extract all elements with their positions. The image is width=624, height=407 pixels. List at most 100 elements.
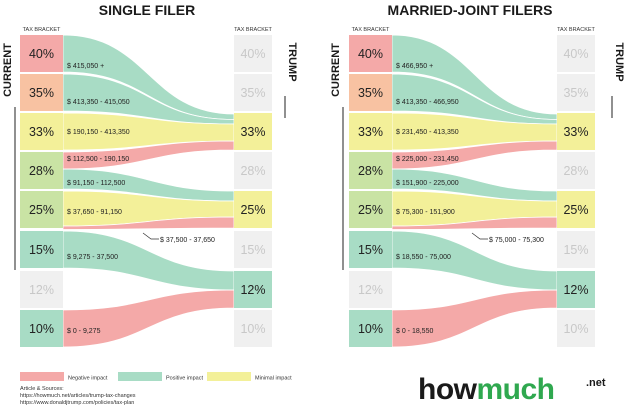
flow-label: $ 151,900 - 225,000: [396, 180, 459, 187]
trump-bracket-box: [234, 35, 272, 72]
current-bracket-label: 15%: [358, 243, 383, 257]
legend-swatch-minimal: [207, 372, 251, 381]
current-bracket-box: [20, 74, 63, 111]
current-bracket-label: 28%: [358, 164, 383, 178]
trump-axis-label: TRUMP: [613, 42, 624, 81]
current-bracket-label: 12%: [29, 283, 54, 297]
flow-label: $ 112,500 - 190,150: [67, 156, 129, 163]
current-bracket-box: [349, 35, 392, 72]
trump-bracket-label: 10%: [240, 322, 265, 336]
trump-bracket-label: 25%: [240, 203, 265, 217]
current-bracket-box: [349, 191, 392, 228]
current-bracket-label: 25%: [358, 203, 383, 217]
flow-label: $ 18,550 - 75,000: [396, 254, 451, 261]
current-bracket-box: [20, 191, 63, 228]
trump-bracket-box: [234, 191, 272, 228]
current-bracket-label: 12%: [358, 283, 383, 297]
trump-bracket-box: [557, 113, 595, 150]
trump-bracket-box: [557, 35, 595, 72]
current-bracket-label: 40%: [358, 47, 383, 61]
trump-bracket-label: 33%: [240, 125, 265, 139]
legend-label: Minimal impact: [255, 376, 292, 382]
trump-bracket-label: 35%: [240, 86, 265, 100]
trump-bracket-box: [234, 113, 272, 150]
current-bracket-box: [20, 35, 63, 72]
source-link: https://www.donaldjtrump.com/policies/ta…: [20, 400, 134, 406]
logo-net: .net: [586, 377, 606, 389]
trump-bracket-box: [234, 152, 272, 189]
trump-bracket-box: [557, 310, 595, 347]
trump-bracket-label: 15%: [563, 243, 588, 257]
sources-heading: Article & Sources:: [20, 386, 64, 392]
flow-band-negative: [391, 289, 558, 348]
legend-label: Positive impact: [166, 376, 203, 382]
logo-how: how: [418, 373, 478, 406]
trump-bracket-label: 28%: [563, 164, 588, 178]
panel-title: SINGLE FILER: [99, 2, 195, 18]
flow-label-callout: $ 75,000 - 75,300: [489, 237, 544, 244]
logo-much: much: [477, 373, 555, 406]
tax-bracket-header-trump: TAX BRACKET: [234, 27, 272, 33]
trump-bracket-label: 12%: [563, 283, 588, 297]
current-bracket-box: [20, 113, 63, 150]
legend-swatch-positive: [118, 372, 162, 381]
flow-label: $ 466,950 +: [396, 63, 433, 70]
flow-band-negative: [62, 289, 235, 348]
flow-label: $ 75,300 - 151,900: [396, 209, 455, 216]
flow-label: $ 91,150 - 112,500: [67, 180, 125, 187]
current-bracket-box: [20, 231, 63, 268]
current-bracket-label: 35%: [358, 86, 383, 100]
trump-bracket-box: [557, 152, 595, 189]
callout-leader-line: [142, 232, 159, 240]
current-axis-label: CURRENT: [2, 43, 14, 97]
trump-bracket-box: [234, 271, 272, 308]
current-bracket-box: [349, 231, 392, 268]
flow-label: $ 9,275 - 37,500: [67, 254, 118, 261]
current-bracket-box: [20, 310, 63, 347]
current-bracket-box: [349, 113, 392, 150]
tax-bracket-header-current: TAX BRACKET: [23, 27, 61, 33]
flow-label: $ 37,650 - 91,150: [67, 209, 122, 216]
legend-label: Negative impact: [68, 376, 108, 382]
trump-bracket-label: 10%: [563, 322, 588, 336]
current-bracket-label: 40%: [29, 47, 54, 61]
trump-bracket-box: [557, 271, 595, 308]
howmuch-logo: howmuch: [418, 373, 555, 406]
flow-label: $ 0 - 9,275: [67, 328, 101, 335]
trump-bracket-label: 28%: [240, 164, 265, 178]
current-bracket-label: 33%: [29, 125, 54, 139]
trump-bracket-label: 15%: [240, 243, 265, 257]
trump-bracket-box: [557, 74, 595, 111]
current-bracket-box: [349, 271, 392, 308]
current-bracket-label: 15%: [29, 243, 54, 257]
callout-leader-line: [471, 232, 488, 240]
current-bracket-label: 35%: [29, 86, 54, 100]
legend-swatch-negative: [20, 372, 64, 381]
current-bracket-label: 10%: [358, 322, 383, 336]
flow-label-callout: $ 37,500 - 37,650: [160, 237, 215, 244]
current-bracket-label: 33%: [358, 125, 383, 139]
current-bracket-box: [20, 271, 63, 308]
current-bracket-box: [349, 310, 392, 347]
trump-bracket-label: 40%: [563, 47, 588, 61]
trump-bracket-label: 33%: [563, 125, 588, 139]
trump-bracket-box: [557, 231, 595, 268]
current-bracket-label: 25%: [29, 203, 54, 217]
flow-label: $ 231,450 - 413,350: [396, 129, 459, 136]
trump-bracket-label: 40%: [240, 47, 265, 61]
trump-bracket-label: 12%: [240, 283, 265, 297]
flow-label: $ 415,050 +: [67, 63, 104, 70]
panel-title: MARRIED-JOINT FILERS: [388, 2, 553, 18]
trump-bracket-label: 25%: [563, 203, 588, 217]
flow-label: $ 0 - 18,550: [396, 328, 433, 335]
tax-bracket-header-trump: TAX BRACKET: [557, 27, 595, 33]
current-bracket-label: 10%: [29, 322, 54, 336]
flow-label: $ 413,350 - 415,050: [67, 99, 130, 106]
trump-bracket-box: [234, 310, 272, 347]
current-bracket-box: [20, 152, 63, 189]
current-bracket-box: [349, 152, 392, 189]
current-bracket-box: [349, 74, 392, 111]
flow-label: $ 413,350 - 466,950: [396, 99, 459, 106]
